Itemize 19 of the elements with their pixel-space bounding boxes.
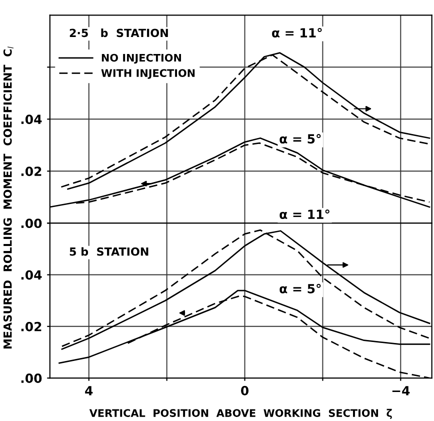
x-axis-title: VERTICAL POSITION ABOVE WORKING SECTION ζ <box>89 408 392 419</box>
legend-label: NO INJECTION <box>102 54 181 64</box>
x-tick-label: 0 <box>241 386 249 396</box>
annotation: α = 5° <box>280 284 321 294</box>
annotation: α = 11° <box>272 28 322 38</box>
legend-label: WITH INJECTION <box>101 69 195 79</box>
annotation: 2·5 b STATION <box>70 28 168 38</box>
x-tick-label: −4 <box>392 386 410 396</box>
y-tick-label: .04 <box>21 270 42 280</box>
y-tick-label: .00 <box>21 374 42 383</box>
annotation: α = 11° <box>280 209 330 219</box>
y-tick-label: .00 <box>21 218 42 228</box>
annotation: α = 5° <box>280 134 321 144</box>
y-tick-label: .02 <box>21 322 42 332</box>
annotation: 5 b STATION <box>70 247 148 256</box>
y-axis-title: MEASURED ROLLING MOMENT COEFFICIENT C$_{l}$ <box>3 46 14 349</box>
x-tick-label: 4 <box>85 386 93 396</box>
y-tick-label: .02 <box>21 166 42 176</box>
y-tick-label: .04 <box>21 114 42 124</box>
